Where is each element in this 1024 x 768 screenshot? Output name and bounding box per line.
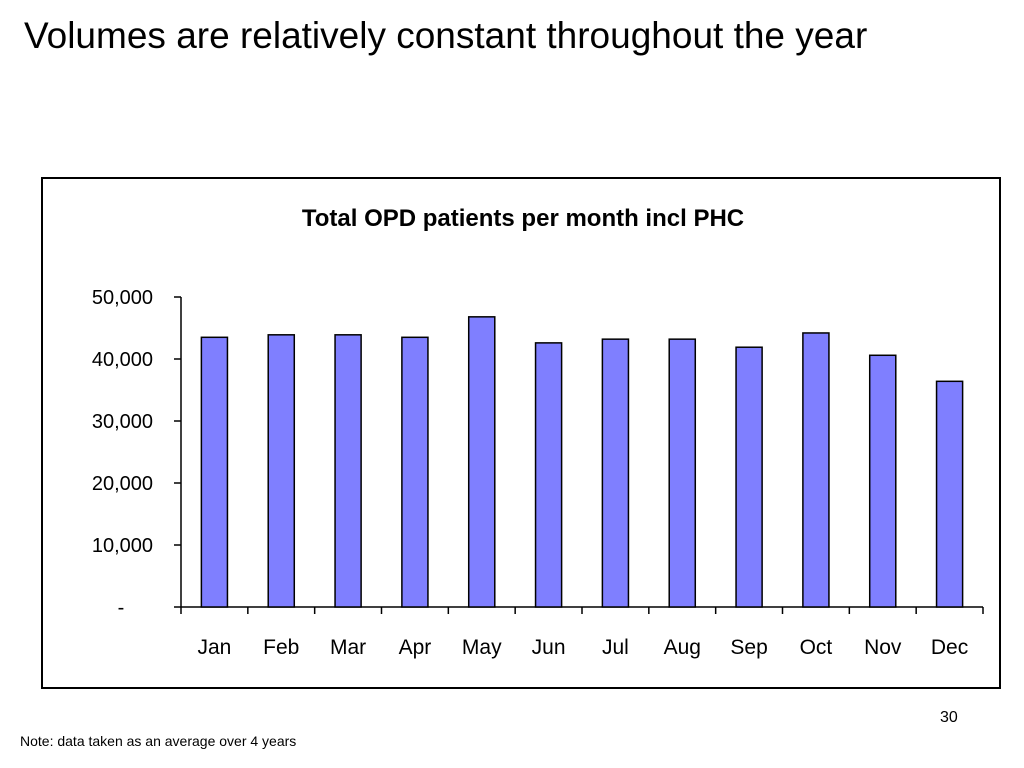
y-tick-label: 10,000 bbox=[92, 535, 153, 557]
slide-title: Volumes are relatively constant througho… bbox=[24, 15, 868, 56]
bar-jan bbox=[200, 336, 229, 608]
bar-sep bbox=[735, 346, 763, 608]
bar-aug bbox=[668, 338, 697, 608]
x-tick-label: Feb bbox=[263, 636, 299, 659]
y-tick-label: 20,000 bbox=[92, 473, 153, 495]
y-tick-label: 30,000 bbox=[92, 411, 153, 433]
plot-area: - 10,000 20,000 30,000 40,000 50,000 Jan Feb Mar… bbox=[92, 287, 984, 659]
bar-oct bbox=[802, 332, 830, 608]
x-tick-label: May bbox=[462, 636, 502, 659]
footnote: Note: data taken as an average over 4 ye… bbox=[20, 733, 297, 749]
x-tick-label: Sep bbox=[730, 636, 767, 659]
chart-title: Total OPD patients per month incl PHC bbox=[302, 205, 744, 232]
page-number: 30 bbox=[940, 709, 958, 726]
bar-feb bbox=[267, 334, 296, 608]
bar-jun bbox=[534, 342, 563, 608]
x-tick-label: Aug bbox=[664, 636, 701, 659]
x-tick-label: Oct bbox=[800, 636, 833, 659]
bar-dec bbox=[935, 380, 964, 608]
x-tick-label: Jul bbox=[602, 636, 629, 659]
x-tick-label: Jun bbox=[532, 636, 566, 659]
y-tick-label: 40,000 bbox=[92, 349, 153, 371]
x-tick-label: Apr bbox=[399, 636, 432, 659]
bar-nov bbox=[868, 354, 897, 608]
bar-may bbox=[467, 316, 496, 608]
bar-mar bbox=[334, 334, 362, 608]
x-tick-label: Jan bbox=[197, 636, 231, 659]
chart-frame bbox=[41, 177, 1001, 689]
bar-jul bbox=[601, 338, 630, 608]
y-tick-label: 50,000 bbox=[92, 287, 153, 309]
x-tick-label: Dec bbox=[931, 636, 968, 659]
y-tick-label: - bbox=[118, 597, 125, 619]
x-tick-label: Nov bbox=[864, 636, 902, 659]
bar-apr bbox=[401, 336, 429, 608]
x-tick-label: Mar bbox=[330, 636, 366, 659]
